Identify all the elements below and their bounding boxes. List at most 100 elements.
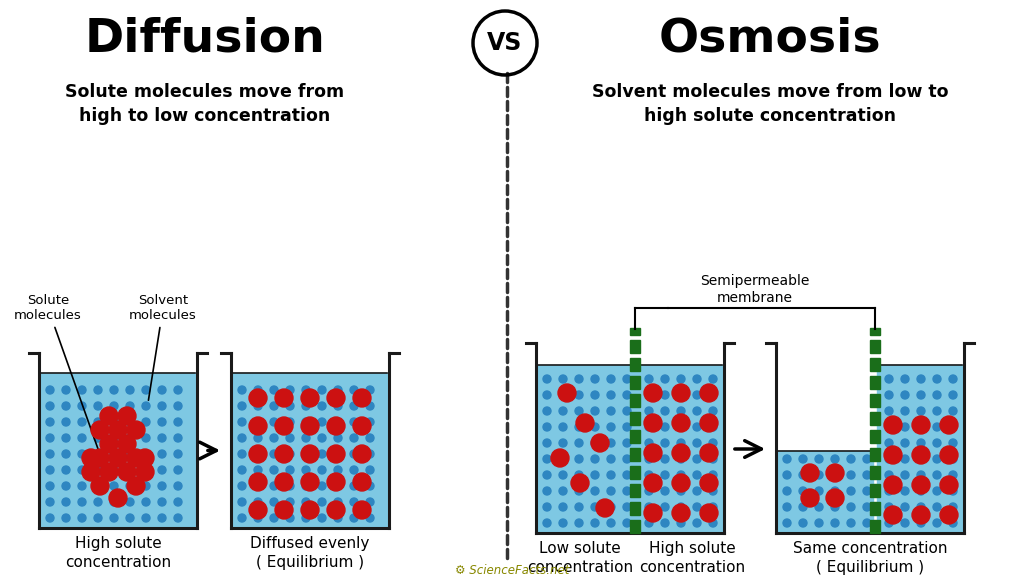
Circle shape [559,375,567,383]
Circle shape [912,506,930,524]
Bar [870,520,880,533]
Circle shape [301,473,319,491]
Circle shape [949,439,957,447]
Circle shape [799,503,807,511]
Circle shape [815,487,823,495]
Circle shape [270,466,278,474]
Bar [538,365,722,533]
Circle shape [254,402,262,410]
Circle shape [709,375,717,383]
Circle shape [254,386,262,394]
Circle shape [933,439,941,447]
Circle shape [286,498,294,506]
Circle shape [110,498,118,506]
Circle shape [783,487,791,495]
Circle shape [693,391,701,399]
Circle shape [623,375,631,383]
Circle shape [174,514,182,522]
Circle shape [353,473,371,491]
Circle shape [700,504,718,522]
Text: Osmosis: Osmosis [658,16,882,61]
Circle shape [885,471,893,479]
Circle shape [286,466,294,474]
Circle shape [78,498,86,506]
Circle shape [672,384,690,402]
Circle shape [334,466,342,474]
Circle shape [591,439,599,447]
Circle shape [831,455,839,463]
Circle shape [591,407,599,415]
Circle shape [301,445,319,463]
Circle shape [933,487,941,495]
Circle shape [100,463,118,481]
Text: Low solute
concentration: Low solute concentration [527,541,633,575]
Circle shape [543,375,551,383]
Circle shape [174,482,182,490]
Circle shape [644,414,662,432]
Circle shape [559,391,567,399]
Circle shape [912,476,930,494]
Circle shape [353,389,371,407]
Circle shape [799,471,807,479]
Circle shape [700,384,718,402]
Circle shape [918,487,925,495]
Circle shape [709,455,717,463]
Circle shape [863,487,871,495]
Text: Solute molecules move from
high to low concentration: Solute molecules move from high to low c… [66,83,344,125]
Circle shape [110,386,118,394]
Circle shape [238,402,246,410]
Circle shape [126,434,134,442]
Circle shape [142,514,150,522]
Circle shape [700,474,718,492]
Circle shape [693,519,701,527]
Circle shape [672,504,690,522]
Circle shape [826,464,844,482]
Circle shape [901,503,909,511]
Circle shape [918,519,925,527]
Circle shape [318,418,326,426]
Circle shape [693,455,701,463]
Circle shape [249,417,267,435]
Bar [870,358,880,371]
Circle shape [302,418,310,426]
Bar [630,376,640,389]
Circle shape [334,482,342,490]
Circle shape [126,450,134,458]
Circle shape [693,503,701,511]
Circle shape [91,477,109,495]
Circle shape [46,482,54,490]
Circle shape [709,503,717,511]
Circle shape [238,418,246,426]
Circle shape [62,482,70,490]
Circle shape [543,503,551,511]
Circle shape [559,423,567,431]
Circle shape [543,423,551,431]
Text: Solvent
molecules: Solvent molecules [129,294,197,400]
Text: Solvent molecules move from low to
high solute concentration: Solvent molecules move from low to high … [592,83,948,125]
Circle shape [693,407,701,415]
Circle shape [940,416,958,434]
Circle shape [158,386,166,394]
Circle shape [270,498,278,506]
Bar [870,484,880,497]
Circle shape [575,519,583,527]
Circle shape [78,418,86,426]
Circle shape [158,466,166,474]
Circle shape [174,466,182,474]
Circle shape [645,487,653,495]
Circle shape [46,514,54,522]
Circle shape [110,482,118,490]
Bar [870,448,880,461]
Circle shape [254,434,262,442]
Circle shape [709,423,717,431]
Circle shape [366,482,374,490]
Circle shape [645,455,653,463]
Circle shape [62,514,70,522]
Circle shape [623,471,631,479]
Circle shape [238,514,246,522]
Circle shape [623,391,631,399]
Circle shape [302,466,310,474]
Text: Diffusion: Diffusion [85,16,326,61]
Circle shape [672,474,690,492]
Circle shape [949,503,957,511]
